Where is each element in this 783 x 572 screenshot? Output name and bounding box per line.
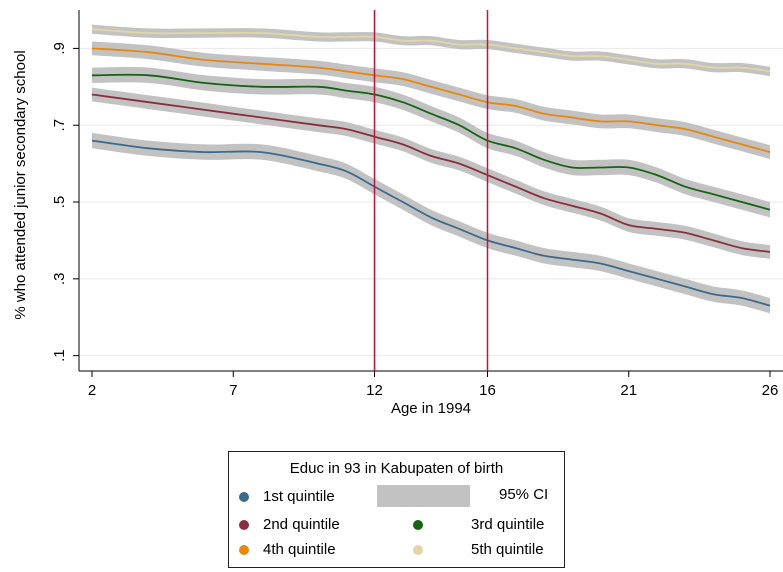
confidence-bands (92, 24, 770, 314)
gridlines (80, 47, 783, 357)
legend-label: 3rd quintile (471, 516, 545, 533)
y-tick-label: .9 (51, 42, 68, 55)
y-tick-label: .7 (51, 119, 68, 132)
x-tick-label: 21 (620, 382, 637, 399)
x-tick-label: 12 (366, 382, 383, 399)
ci-band-2 (92, 87, 770, 259)
reference-lines (373, 10, 489, 371)
x-tick-label: 7 (229, 382, 237, 399)
legend-marker-4th-quintile (239, 545, 249, 555)
series-lines (91, 28, 771, 307)
legend-label-ci: 95% CI (499, 486, 549, 503)
y-tick-label: .5 (51, 196, 68, 209)
ci-band-3 (92, 67, 770, 218)
axis-ticks: .1 .3 .5 .7 .9 2 7 12 16 21 26 (51, 42, 778, 399)
legend: Educ in 93 in Kabupaten of birth 1st qui… (228, 451, 565, 568)
x-tick-label: 26 (762, 382, 779, 399)
x-tick-label: 2 (88, 382, 96, 399)
y-axis-label: % who attended junior secondary school (12, 50, 29, 319)
legend-marker-1st-quintile (239, 492, 249, 502)
legend-label: 2nd quintile (263, 516, 340, 533)
legend-marker-3rd-quintile (413, 520, 423, 530)
legend-label: 4th quintile (263, 541, 336, 558)
x-tick-label: 16 (479, 382, 496, 399)
y-tick-label: .3 (51, 273, 68, 286)
legend-marker-5th-quintile (413, 545, 423, 555)
y-tick-label: .1 (51, 349, 68, 362)
legend-marker-2nd-quintile (239, 520, 249, 530)
series-line-3 (91, 73, 771, 211)
ci-band-5 (92, 24, 770, 77)
legend-ci-swatch (377, 485, 470, 507)
ci-band-1 (92, 132, 770, 314)
x-axis-label: Age in 1994 (391, 400, 471, 417)
legend-label: 1st quintile (263, 488, 335, 505)
legend-label: 5th quintile (471, 541, 544, 558)
legend-title: Educ in 93 in Kabupaten of birth (289, 460, 504, 477)
